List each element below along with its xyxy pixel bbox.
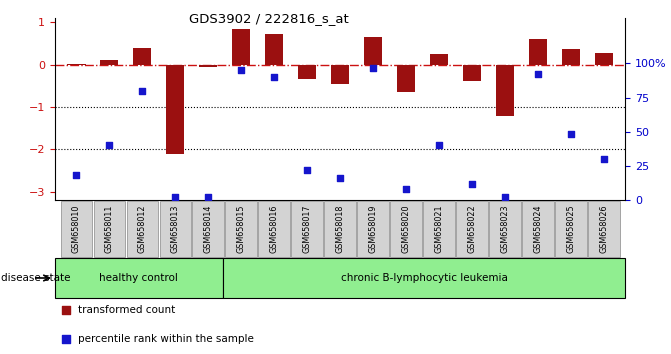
Point <box>533 72 544 77</box>
FancyBboxPatch shape <box>456 201 488 257</box>
FancyBboxPatch shape <box>555 201 587 257</box>
Bar <box>496 64 514 116</box>
FancyBboxPatch shape <box>358 201 389 257</box>
Point <box>500 194 511 200</box>
Point <box>71 173 82 178</box>
FancyBboxPatch shape <box>127 201 158 257</box>
Text: chronic B-lymphocytic leukemia: chronic B-lymphocytic leukemia <box>341 273 507 283</box>
Point <box>104 143 115 148</box>
Bar <box>529 39 547 64</box>
Point <box>170 194 180 200</box>
Text: GSM658025: GSM658025 <box>566 205 576 253</box>
Bar <box>430 55 448 64</box>
Point <box>281 217 292 222</box>
Text: GSM658015: GSM658015 <box>237 205 246 253</box>
Text: GDS3902 / 222816_s_at: GDS3902 / 222816_s_at <box>189 12 348 25</box>
Text: GSM658013: GSM658013 <box>171 205 180 253</box>
Text: GSM658023: GSM658023 <box>501 205 509 253</box>
Bar <box>55 258 223 298</box>
Text: GSM658019: GSM658019 <box>368 205 378 253</box>
Bar <box>298 64 316 79</box>
Point <box>599 156 609 162</box>
Bar <box>199 64 217 67</box>
FancyBboxPatch shape <box>160 201 191 257</box>
Point <box>203 194 213 200</box>
Bar <box>223 258 625 298</box>
Text: GSM658024: GSM658024 <box>533 205 543 253</box>
FancyBboxPatch shape <box>225 201 257 257</box>
Text: GSM658016: GSM658016 <box>270 205 278 253</box>
FancyBboxPatch shape <box>391 201 422 257</box>
Point <box>269 74 280 80</box>
Text: GSM658022: GSM658022 <box>468 205 476 253</box>
Point <box>566 132 576 137</box>
Bar <box>463 64 481 81</box>
Point <box>302 167 313 173</box>
FancyBboxPatch shape <box>258 201 290 257</box>
Bar <box>101 60 119 64</box>
Text: GSM658010: GSM658010 <box>72 205 81 253</box>
Text: GSM658026: GSM658026 <box>599 205 609 253</box>
FancyBboxPatch shape <box>423 201 455 257</box>
Bar <box>166 64 185 154</box>
Text: GSM658017: GSM658017 <box>303 205 312 253</box>
FancyBboxPatch shape <box>588 201 620 257</box>
Text: disease state: disease state <box>1 273 71 283</box>
Point <box>335 175 346 181</box>
Text: GSM658020: GSM658020 <box>402 205 411 253</box>
FancyBboxPatch shape <box>193 201 224 257</box>
Bar <box>134 48 152 64</box>
Bar <box>562 49 580 64</box>
Point <box>137 88 148 93</box>
Text: transformed count: transformed count <box>79 304 176 315</box>
Point <box>433 143 444 148</box>
Bar <box>364 37 382 64</box>
Point <box>368 65 378 70</box>
Text: GSM658018: GSM658018 <box>336 205 345 253</box>
Text: healthy control: healthy control <box>99 273 178 283</box>
FancyBboxPatch shape <box>324 201 356 257</box>
Bar <box>397 64 415 92</box>
FancyBboxPatch shape <box>60 201 93 257</box>
Point <box>401 186 411 192</box>
FancyBboxPatch shape <box>489 201 521 257</box>
FancyBboxPatch shape <box>291 201 323 257</box>
Text: GSM658011: GSM658011 <box>105 205 114 253</box>
FancyBboxPatch shape <box>93 201 125 257</box>
Text: GSM658021: GSM658021 <box>435 205 444 253</box>
Bar <box>232 29 250 64</box>
Bar <box>331 64 350 85</box>
Text: GSM658012: GSM658012 <box>138 205 147 253</box>
FancyBboxPatch shape <box>522 201 554 257</box>
Text: GSM658014: GSM658014 <box>204 205 213 253</box>
Point <box>467 181 478 187</box>
Point <box>236 68 247 73</box>
Bar <box>595 53 613 64</box>
Text: percentile rank within the sample: percentile rank within the sample <box>79 334 254 344</box>
Bar <box>265 34 283 64</box>
